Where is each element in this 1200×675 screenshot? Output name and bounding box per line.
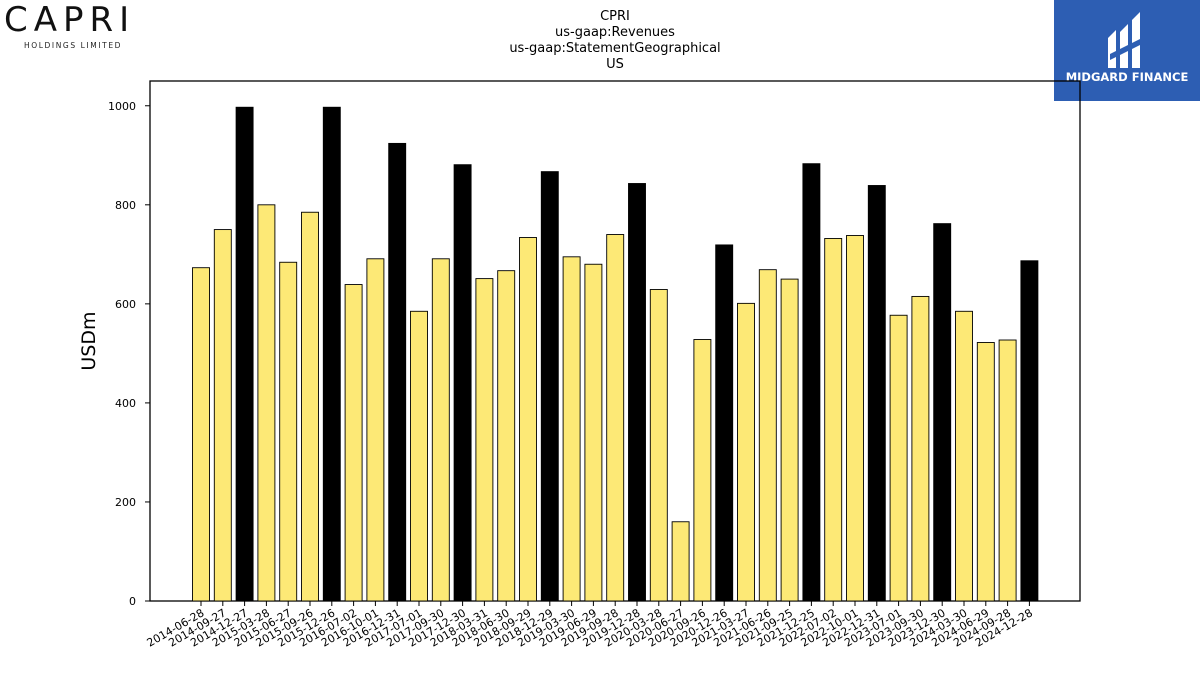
bar-2014-12-27: [235, 106, 254, 602]
y-tick-label: 1000: [108, 100, 136, 113]
bar-2015-09-26: [301, 211, 319, 602]
bar-2023-07-01: [889, 314, 908, 602]
y-tick-label: 200: [115, 496, 136, 509]
bar-2020-06-27: [671, 521, 690, 602]
bar-2020-12-26: [715, 244, 734, 602]
bar-2020-09-26: [693, 339, 712, 602]
midgard-logo-mark-icon: [1108, 12, 1142, 68]
bar-2014-06-28: [192, 267, 210, 602]
bar-2024-12-28: [1020, 260, 1039, 602]
bar-2023-12-30: [933, 223, 952, 602]
bar-2016-07-02: [344, 284, 363, 602]
bar-2015-03-28: [257, 204, 276, 602]
bar-2018-09-29: [519, 237, 537, 602]
bar-2022-12-31: [867, 185, 886, 602]
y-axis: 0 200 400 600 800 1000: [108, 100, 150, 608]
bar-2017-12-30: [453, 164, 472, 602]
y-tick-label: 400: [115, 397, 136, 410]
bar-2024-06-29: [976, 342, 995, 602]
y-tick-label: 800: [115, 199, 136, 212]
y-tick-label: 600: [115, 298, 136, 311]
chart-title-line-4: US: [606, 57, 624, 72]
bar-2016-12-31: [388, 142, 407, 602]
bar-2016-10-01: [366, 258, 385, 602]
capri-logo: CAPRI HOLDINGS LIMITED: [4, 2, 154, 54]
bar-2024-03-30: [955, 310, 973, 602]
bar-2019-09-28: [606, 234, 625, 602]
bar-2017-07-01: [410, 310, 428, 602]
bar-2018-06-30: [497, 270, 516, 602]
bar-2020-03-28: [649, 289, 668, 602]
bar-2022-07-02: [824, 238, 843, 602]
bar-2015-12-26: [322, 106, 341, 602]
bar-2024-09-28: [998, 339, 1017, 602]
bar-2018-03-31: [475, 278, 494, 602]
chart-title-line-3: us-gaap:StatementGeographical: [509, 41, 720, 56]
bar-2014-09-27: [213, 229, 232, 602]
midgard-finance-logo: MIDGARD FINANCE: [1054, 0, 1200, 101]
bar-2022-10-01: [846, 235, 864, 602]
bar-2017-09-30: [431, 258, 450, 602]
bar-2021-09-25: [780, 278, 799, 602]
capri-logo-subtitle: HOLDINGS LIMITED: [24, 41, 123, 50]
bar-2019-12-28: [628, 183, 646, 602]
capri-logo-word: CAPRI: [4, 0, 136, 40]
y-tick-label: 0: [129, 595, 136, 608]
bar-2023-09-30: [911, 295, 930, 602]
bar-2021-06-26: [758, 269, 777, 602]
bar-2021-03-27: [737, 302, 755, 602]
x-axis: 2014-06-282014-09-272014-12-272015-03-28…: [145, 601, 1035, 650]
bar-2021-12-25: [802, 163, 821, 602]
bar-2019-06-29: [584, 263, 603, 602]
chart-title-line-2: us-gaap:Revenues: [555, 25, 675, 40]
midgard-logo-name: MIDGARD FINANCE: [1065, 70, 1189, 84]
bar-2018-12-29: [540, 171, 559, 602]
bars-group: [192, 106, 1039, 602]
y-axis-label: USDm: [78, 311, 100, 370]
chart-title-line-1: CPRI: [600, 9, 630, 24]
bar-2015-06-27: [279, 261, 298, 602]
chart-title: CPRI us-gaap:Revenues us-gaap:StatementG…: [509, 9, 720, 72]
bar-2019-03-30: [562, 256, 581, 602]
